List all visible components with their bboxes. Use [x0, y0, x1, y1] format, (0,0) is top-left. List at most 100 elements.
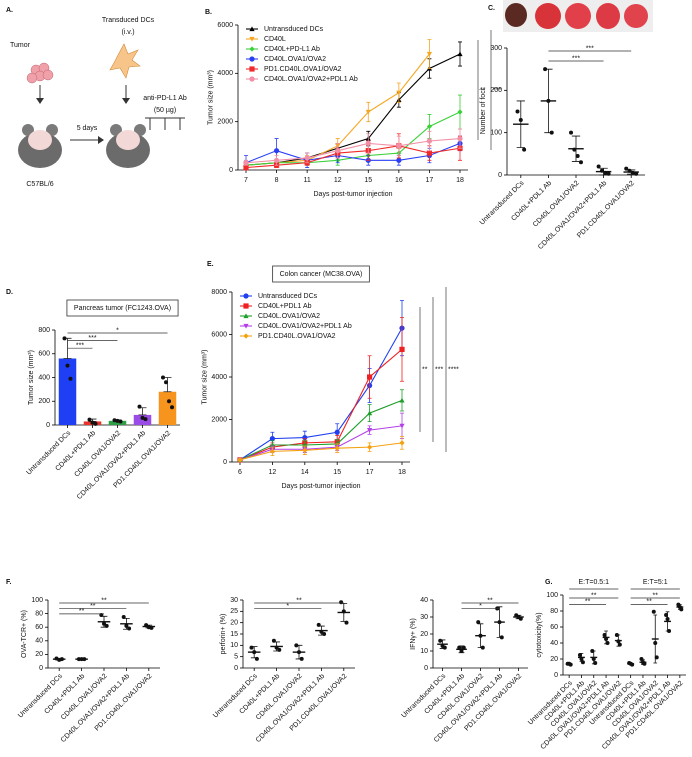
- data-point: [679, 607, 684, 612]
- data-point: [438, 638, 443, 643]
- marker: [273, 148, 280, 154]
- significance-label: **: [653, 592, 659, 599]
- data-point: [634, 171, 639, 176]
- x-tick-label: CD40L+PDL1 Ab: [44, 673, 87, 716]
- data-point: [596, 164, 601, 169]
- legend-label: PD1.CD40L.OVA1/OVA2: [258, 333, 336, 340]
- y-tick-label: 400: [38, 374, 50, 381]
- route-label: (i.v.): [121, 29, 134, 36]
- data-point: [642, 661, 647, 666]
- marker: [365, 109, 371, 115]
- y-tick-label: 6000: [217, 22, 233, 29]
- data-point: [118, 419, 123, 424]
- series-line: [245, 142, 461, 164]
- y-tick-label: 2000: [217, 119, 233, 126]
- y-tick-label: 80: [35, 610, 43, 617]
- data-point: [518, 616, 523, 621]
- y-axis-label: Tumor size (mm³): [207, 70, 214, 125]
- marker: [426, 123, 433, 130]
- data-point: [316, 622, 321, 627]
- data-point: [580, 660, 585, 665]
- y-axis-label: Number of foci: [480, 88, 487, 134]
- data-point: [605, 641, 610, 645]
- significance-label: **: [101, 597, 107, 604]
- series-line: [245, 138, 461, 164]
- data-point: [616, 639, 621, 644]
- panel-label: G.: [545, 579, 552, 586]
- legend-label: CD40L+PDL1 Ab: [258, 303, 312, 310]
- data-point: [653, 641, 658, 645]
- chart-title: Colon cancer (MC38.OVA): [280, 271, 363, 278]
- x-tick-label: 17: [366, 469, 374, 476]
- marker: [399, 423, 405, 429]
- group-label: E:T=0.5:1: [578, 579, 609, 586]
- x-tick-label: CD40L+PDL1 Ab: [239, 673, 282, 716]
- marker: [243, 313, 249, 319]
- y-tick-label: 40: [420, 597, 428, 604]
- marker: [399, 397, 405, 403]
- y-tick-label: 4000: [211, 374, 227, 381]
- data-point: [62, 336, 67, 341]
- significance-label: **: [90, 603, 96, 610]
- significance-label: **: [422, 366, 428, 373]
- panel-label: D.: [6, 289, 13, 296]
- data-point: [480, 645, 485, 650]
- x-tick-label: 18: [398, 469, 406, 476]
- marker: [457, 109, 463, 115]
- data-point: [87, 417, 92, 422]
- arrow-head: [122, 98, 130, 104]
- marker: [243, 303, 249, 309]
- legend-label: CD40L.OVA1/OVA2: [264, 56, 326, 63]
- bar: [158, 391, 177, 425]
- data-point: [572, 147, 577, 152]
- marker: [426, 138, 433, 144]
- data-point: [518, 117, 523, 122]
- data-point: [522, 147, 527, 152]
- data-point: [461, 645, 466, 650]
- y-axis-label: Tumor size (mm³): [201, 350, 208, 405]
- y-tick-label: 60: [35, 624, 43, 631]
- significance-label: **: [480, 87, 486, 94]
- data-point: [617, 642, 622, 647]
- data-point: [549, 130, 554, 135]
- marker: [243, 323, 249, 329]
- marker: [304, 155, 310, 161]
- marker: [399, 346, 405, 352]
- chart-panel: D. Pancreas tumor (FC1243.OVA) 0 200 400 600 8…: [6, 289, 180, 501]
- y-tick-label: 40: [35, 638, 43, 645]
- data-point: [575, 153, 580, 158]
- marker: [367, 428, 373, 433]
- data-point: [599, 168, 604, 173]
- significance-label: **: [591, 592, 597, 599]
- data-point: [322, 632, 327, 636]
- data-point: [164, 380, 168, 385]
- y-tick-label: 20: [230, 620, 238, 627]
- marker: [334, 445, 340, 451]
- cells-label: Transduced DCs: [102, 17, 155, 24]
- significance-label: ***: [435, 366, 443, 373]
- panel-label: C.: [488, 5, 495, 12]
- x-tick-label: 16: [395, 177, 403, 184]
- series-line: [239, 442, 403, 461]
- marker: [334, 429, 340, 435]
- y-tick-label: 200: [490, 87, 502, 94]
- data-point: [274, 645, 279, 650]
- y-tick-label: 0: [39, 665, 43, 672]
- data-point: [630, 170, 635, 175]
- x-tick-label: CD40L.OVA1/OVA2: [532, 180, 581, 229]
- data-point: [93, 421, 98, 426]
- data-point: [59, 657, 64, 662]
- legend-label: PD1.CD40L.OVA1/OVA2: [264, 66, 342, 73]
- marker: [335, 148, 341, 154]
- marker: [426, 150, 433, 156]
- legend-label: CD40L: [264, 36, 286, 43]
- data-point: [127, 626, 132, 631]
- x-axis-label: Days post-tumor injection: [314, 191, 393, 198]
- arrow-head: [36, 98, 44, 104]
- data-point: [90, 420, 95, 425]
- significance-label: *: [479, 603, 482, 610]
